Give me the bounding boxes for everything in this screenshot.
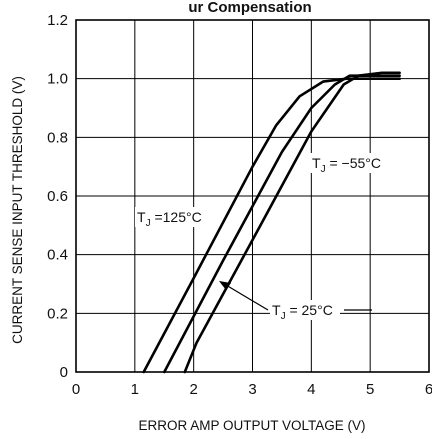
annotations: TJ =125°C TJ = 25°C TJ = −55°C (135, 153, 398, 322)
y-tick-label: 0.8 (47, 129, 68, 146)
x-tick-label: 3 (248, 381, 256, 398)
annotation-bg (270, 300, 340, 320)
series-line-2 (183, 71, 401, 374)
y-tick-label: 1.2 (47, 12, 68, 29)
x-tick-label: 6 (425, 381, 432, 398)
y-tick-label: 0.4 (47, 247, 68, 264)
series-group (142, 71, 401, 374)
plot-frame (75, 19, 430, 373)
leader-arrow (219, 281, 231, 290)
y-axis-label: CURRENT SENSE INPUT THRESHOLD (V) (10, 76, 25, 344)
x-tick-labels: 0 1 2 3 4 5 6 (72, 381, 432, 398)
y-tick-label: 0.6 (47, 188, 68, 205)
y-tick-label: 0.2 (47, 305, 68, 322)
y-tick-labels: 0 0.2 0.4 0.6 0.8 1.0 1.2 (47, 12, 68, 381)
annotation-bg (135, 207, 211, 227)
leader-line (225, 284, 269, 311)
annotation-label-2: TJ = −55°C (312, 155, 381, 175)
x-tick-label: 2 (189, 381, 197, 398)
annotation-label-0: TJ =125°C (137, 209, 202, 229)
x-tick-label: 5 (366, 381, 374, 398)
annotation-bg (310, 153, 398, 173)
x-tick-label: 0 (72, 381, 80, 398)
annotation-label-1: TJ = 25°C (272, 302, 333, 322)
y-tick-label: 0 (60, 364, 68, 381)
x-axis-label: ERROR AMP OUTPUT VOLTAGE (V) (138, 418, 365, 433)
y-tick-label: 1.0 (47, 71, 68, 88)
chart-title: ur Compensation (188, 0, 311, 16)
x-tick-label: 1 (131, 381, 139, 398)
x-tick-label: 4 (307, 381, 315, 398)
series-line-0 (142, 77, 401, 374)
